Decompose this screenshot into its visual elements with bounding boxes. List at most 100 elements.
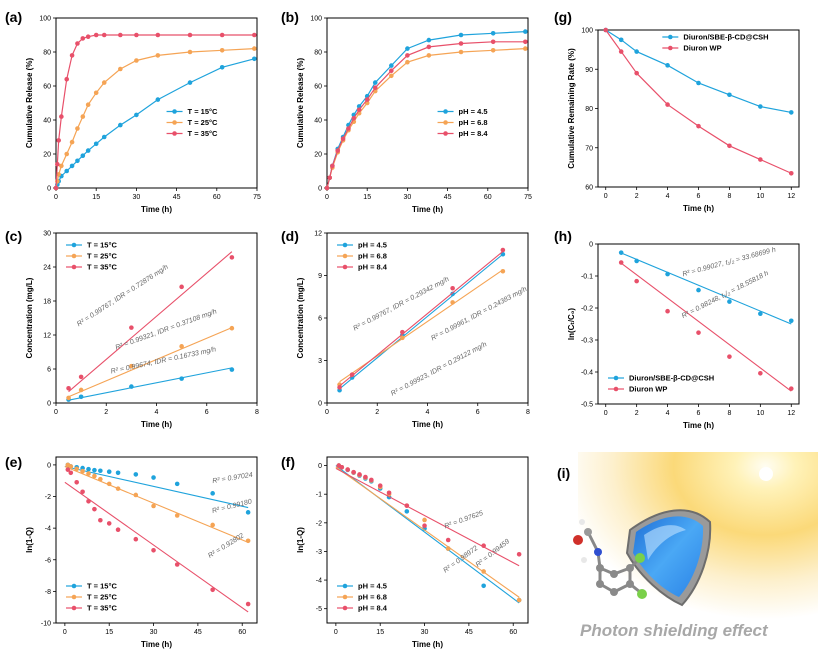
series-line-2 <box>55 48 255 189</box>
legend-swatch-marker <box>71 242 77 248</box>
data-point <box>101 32 107 38</box>
x-axis-label: Time (h) <box>412 205 443 214</box>
data-point <box>389 73 394 79</box>
data-point <box>65 467 71 472</box>
legend-label: pH = 4.5 <box>459 107 488 116</box>
plot-frame <box>55 456 258 624</box>
x-tick-label: 0 <box>63 629 67 636</box>
y-tick-label: 80 <box>43 50 51 57</box>
fit-annotation: R² = 0.99767, IDR = 0.29342 mg/h <box>352 276 450 333</box>
data-point <box>118 66 123 72</box>
x-tick-label: 8 <box>727 193 731 200</box>
x-tick-label: 8 <box>255 409 259 416</box>
y-tick-label: -4 <box>316 578 322 585</box>
data-point <box>665 63 670 68</box>
chart-g: (g) 0 2 4 6 8 10 12 60 70 80 90 100 Time (h) Cumulativ… <box>554 9 800 213</box>
data-point <box>758 157 763 162</box>
data-point <box>372 80 378 85</box>
data-point <box>481 583 486 589</box>
data-point <box>187 32 193 38</box>
data-point <box>80 114 86 119</box>
data-point <box>106 481 112 487</box>
data-point <box>665 102 670 107</box>
data-point <box>59 114 64 119</box>
data-point <box>345 467 350 472</box>
data-point <box>422 517 427 523</box>
x-tick-label: 60 <box>238 629 246 636</box>
data-point <box>133 536 139 542</box>
data-point <box>66 385 71 391</box>
data-point <box>74 479 79 485</box>
data-point <box>86 471 91 476</box>
data-point <box>59 163 64 169</box>
legend-swatch-marker <box>342 242 348 248</box>
x-tick-label: 75 <box>253 194 261 201</box>
fit-line-1 <box>339 253 504 390</box>
y-tick-label: 100 <box>39 16 51 23</box>
y-axis-label: Cumulative Release (%) <box>25 58 34 149</box>
data-point <box>634 258 639 264</box>
data-point <box>75 158 80 164</box>
sun-icon <box>759 467 773 481</box>
data-point <box>346 126 351 131</box>
legend-label: pH = 6.8 <box>358 252 387 261</box>
chart-d: (d) 0 2 4 6 8 0 3 6 9 12 Time (h) Concentration (mg/… <box>281 228 530 429</box>
x-tick-label: 6 <box>205 409 209 416</box>
data-point <box>86 466 91 472</box>
data-point <box>458 41 464 46</box>
legend-swatch-marker <box>443 120 448 125</box>
y-axis-label: Concentration (mg/L) <box>25 277 34 358</box>
data-point <box>696 80 701 86</box>
data-point <box>405 46 410 51</box>
data-point <box>634 278 639 284</box>
y-tick-label: 24 <box>43 265 51 272</box>
data-point <box>758 104 763 109</box>
fit-annotation: R² = 0.97024 <box>212 472 253 485</box>
y-tick-label: -0.5 <box>581 402 593 409</box>
x-tick-label: 30 <box>150 629 158 636</box>
legend-label: pH = 8.4 <box>358 604 388 613</box>
x-tick-label: 45 <box>194 629 202 636</box>
y-tick-label: 0 <box>47 186 51 193</box>
data-point <box>445 546 451 551</box>
data-point <box>92 473 97 479</box>
data-point <box>101 134 107 140</box>
x-tick-label: 4 <box>426 409 430 416</box>
data-point <box>64 151 70 157</box>
data-point <box>727 92 732 98</box>
data-point <box>696 287 701 293</box>
data-point <box>458 32 464 38</box>
x-axis-label: Time (h) <box>141 420 172 429</box>
x-tick-label: 8 <box>526 409 530 416</box>
data-point <box>69 53 75 58</box>
legend-label: pH = 8.4 <box>459 129 489 138</box>
x-tick-label: 6 <box>476 409 480 416</box>
x-tick-label: 75 <box>524 194 532 201</box>
data-point <box>516 552 522 557</box>
x-tick-label: 4 <box>666 193 670 200</box>
data-point <box>523 46 528 51</box>
y-axis-label: ln(Cₜ/C₀) <box>567 308 576 341</box>
legend-label: T = 25°C <box>87 593 117 602</box>
x-axis-label: Time (h) <box>412 420 443 429</box>
data-point <box>458 49 464 55</box>
data-point <box>634 70 639 76</box>
x-tick-label: 45 <box>465 629 473 636</box>
diuron-molecule-icon <box>573 519 647 599</box>
data-point <box>66 395 71 401</box>
x-axis-label: Time (h) <box>412 640 443 649</box>
data-point <box>229 367 235 372</box>
data-point <box>53 185 59 191</box>
fit-line-2 <box>68 327 233 398</box>
data-point <box>500 247 506 253</box>
legend-swatch-marker <box>172 120 177 125</box>
data-point <box>219 65 225 70</box>
y-tick-label: -3 <box>316 549 322 556</box>
fit-annotation: R² = 0.98248, t₁/₂ = 18.55818 h <box>681 270 770 320</box>
data-point <box>405 59 410 65</box>
x-axis-label: Time (h) <box>683 204 714 213</box>
x-tick-label: 60 <box>213 194 221 201</box>
y-tick-label: -10 <box>41 621 51 628</box>
data-point <box>389 63 394 68</box>
legend-label: T = 15°C <box>188 107 218 116</box>
